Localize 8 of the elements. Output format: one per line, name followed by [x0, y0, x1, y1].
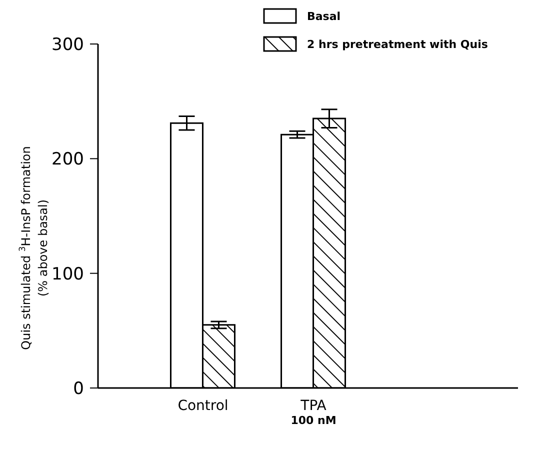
x-tick-label: Control — [178, 398, 228, 414]
y-tick-label: 100 — [52, 264, 84, 284]
x-tick-label: TPA 100 nM — [290, 398, 336, 427]
y-tick-label: 0 — [73, 379, 84, 400]
y-tick-label: 200 — [52, 150, 84, 170]
legend-label: 2 hrs pretreatment with Quis — [307, 38, 488, 50]
y-tick-label: 300 — [52, 35, 84, 56]
legend-label: Basal — [307, 10, 341, 22]
